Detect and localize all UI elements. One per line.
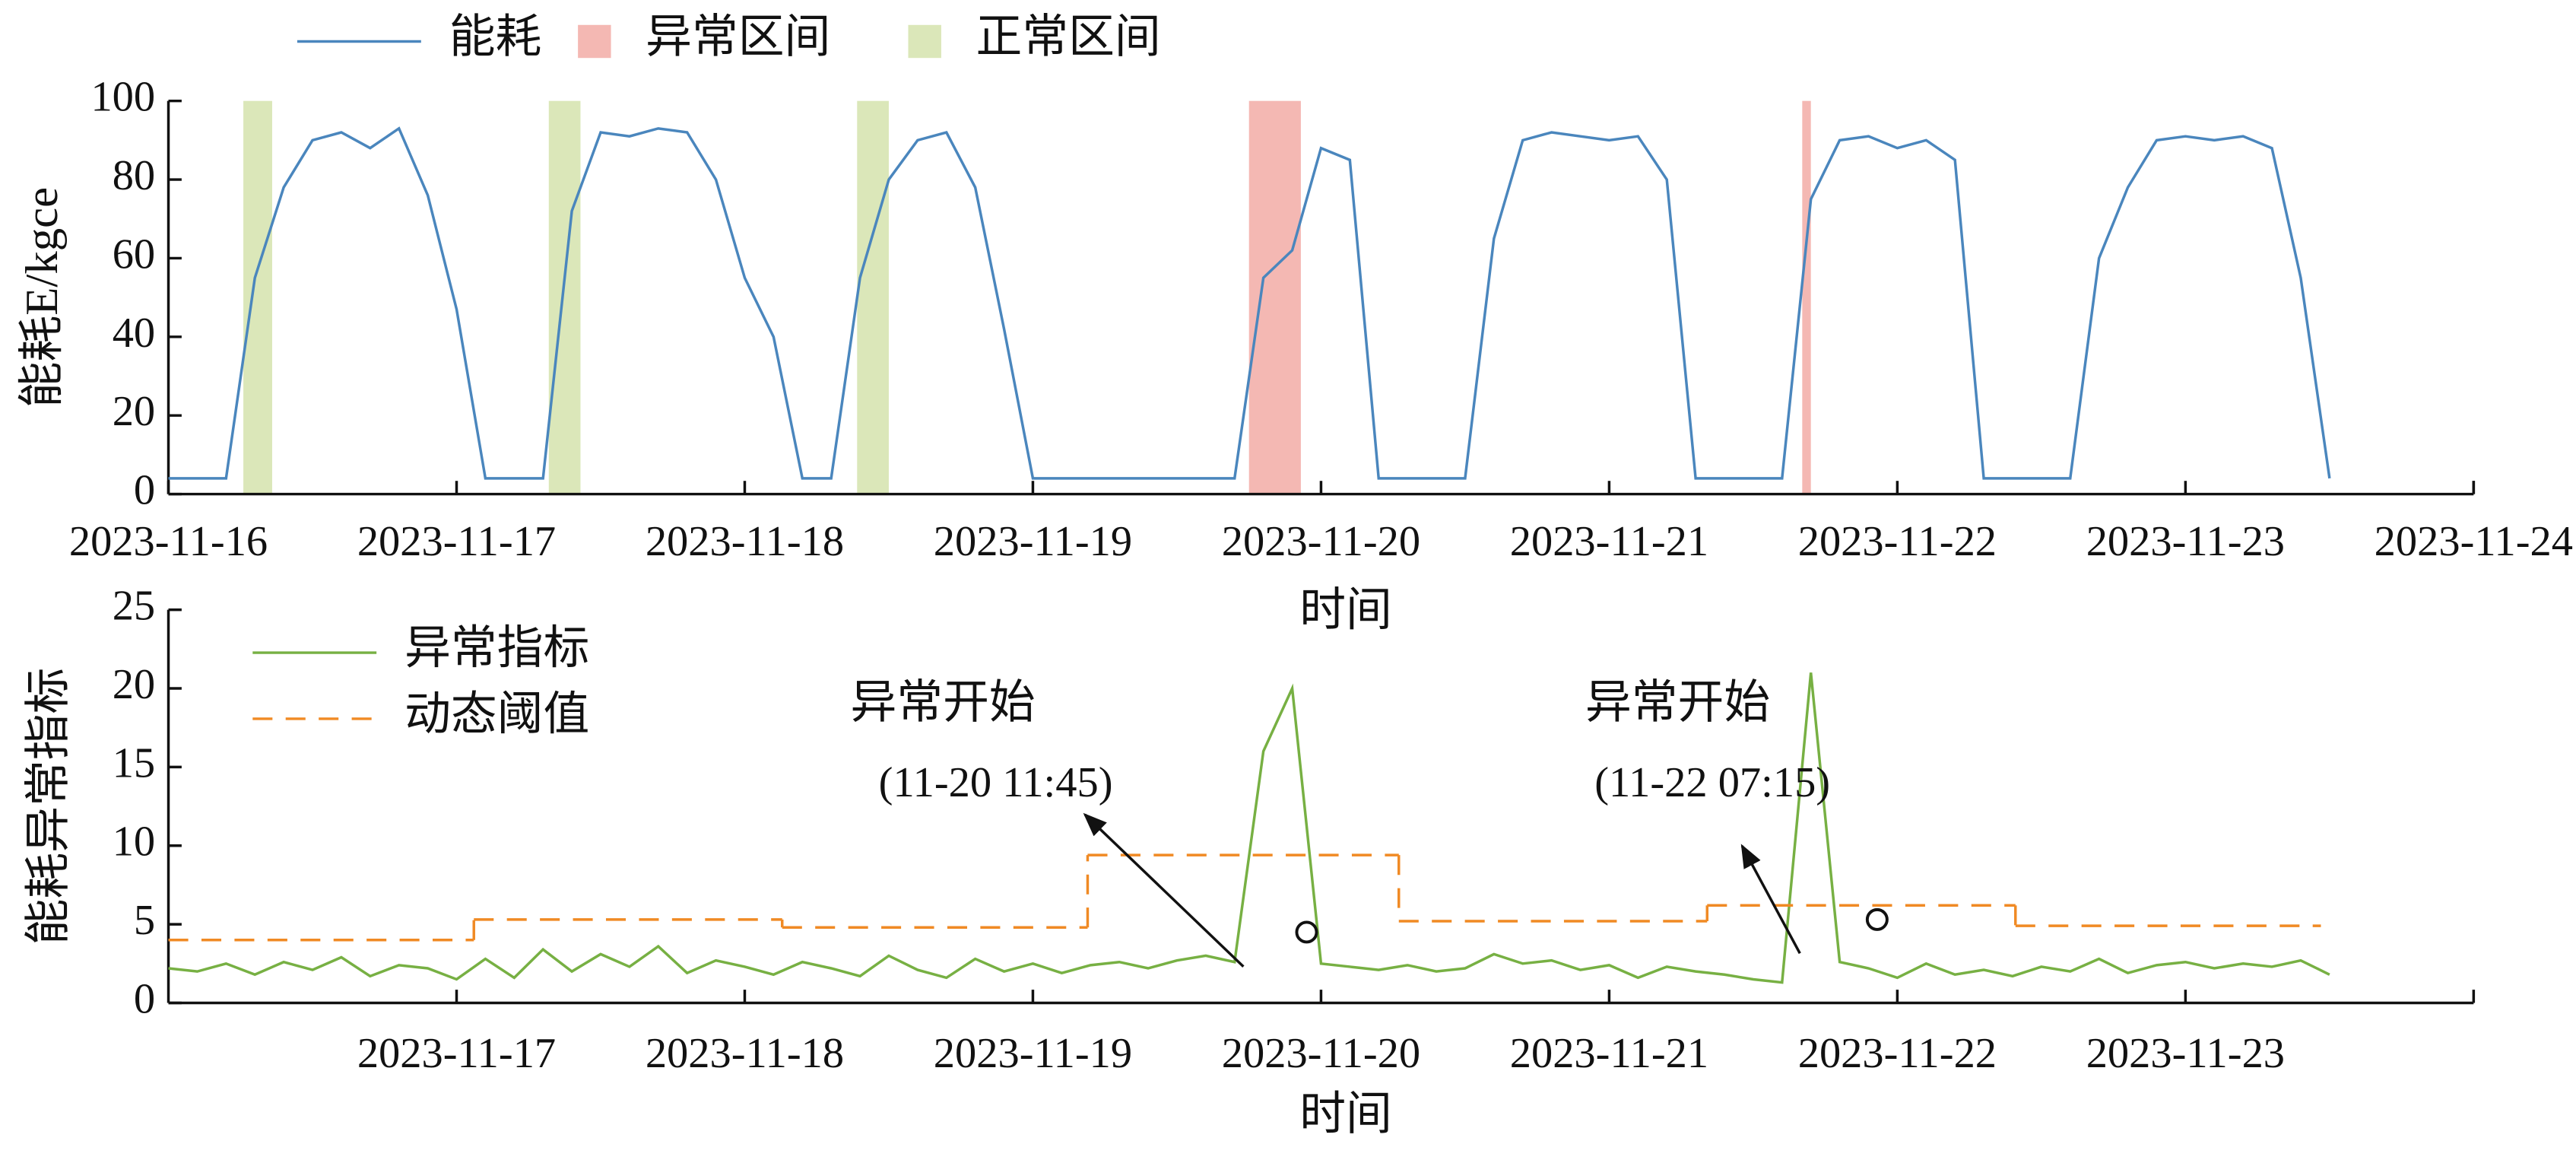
y-tick-label: 60 — [113, 230, 155, 278]
y-tick-label: 40 — [113, 310, 155, 357]
y-tick-label: 0 — [134, 975, 155, 1022]
region — [548, 100, 581, 494]
x-tick-label: 2023-11-22 — [1798, 1030, 1997, 1077]
x-tick-label: 2023-11-21 — [1510, 518, 1708, 565]
legend-label: 异常区间 — [646, 11, 830, 62]
region — [243, 100, 272, 494]
y-tick-label: 15 — [113, 739, 155, 787]
annotation: (11-22 07:15) — [1594, 759, 1830, 806]
y-tick-label: 80 — [113, 152, 155, 199]
marker-point — [1865, 907, 1889, 931]
legend-label: 动态阈值 — [404, 689, 589, 740]
x-axis-label: 时间 — [1299, 1088, 1392, 1139]
legend-label: 正常区间 — [976, 11, 1161, 62]
legend-label: 能耗 — [449, 11, 542, 62]
y-tick-label: 0 — [134, 467, 155, 514]
y-tick-label: 5 — [134, 897, 155, 944]
x-tick-label: 2023-11-17 — [357, 1030, 556, 1077]
region — [1802, 100, 1811, 494]
legend-swatch — [578, 24, 611, 59]
y-tick-label: 20 — [113, 661, 155, 708]
y-axis-label: 能耗异常指标 — [23, 668, 74, 945]
y-tick-label: 25 — [113, 583, 155, 630]
x-tick-label: 2023-11-22 — [1798, 518, 1997, 565]
annotation: 异常开始 — [850, 678, 1035, 729]
legend-swatch — [908, 24, 941, 59]
x-tick-label: 2023-11-23 — [2086, 1030, 2285, 1077]
marker-point — [1295, 920, 1318, 944]
y-axis-label: 能耗E/kgce — [17, 187, 68, 408]
x-tick-label: 2023-11-20 — [1222, 518, 1420, 565]
x-tick-label: 2023-11-17 — [357, 518, 556, 565]
x-axis-label: 时间 — [1299, 585, 1392, 636]
annotation-arrow — [1083, 812, 1245, 968]
region — [857, 100, 889, 494]
annotation: (11-20 11:45) — [879, 759, 1113, 806]
x-tick-label: 2023-11-21 — [1510, 1030, 1708, 1077]
x-tick-label: 2023-11-23 — [2086, 518, 2285, 565]
x-tick-label: 2023-11-19 — [934, 518, 1132, 565]
y-tick-label: 10 — [113, 818, 155, 866]
annotation-arrow — [1740, 844, 1801, 955]
x-tick-label: 2023-11-18 — [646, 1030, 844, 1077]
series-line — [168, 126, 2331, 480]
x-tick-label: 2023-11-16 — [69, 518, 268, 565]
y-tick-label: 20 — [113, 388, 155, 435]
y-tick-label: 100 — [90, 74, 155, 121]
series-line — [168, 672, 2330, 984]
region — [1248, 100, 1301, 494]
x-tick-label: 2023-11-19 — [934, 1030, 1132, 1077]
x-tick-label: 2023-11-20 — [1222, 1030, 1420, 1077]
legend-label: 异常指标 — [404, 623, 589, 674]
annotation: 异常开始 — [1585, 678, 1770, 729]
x-tick-label: 2023-11-24 — [2375, 518, 2573, 565]
x-tick-label: 2023-11-18 — [646, 518, 844, 565]
